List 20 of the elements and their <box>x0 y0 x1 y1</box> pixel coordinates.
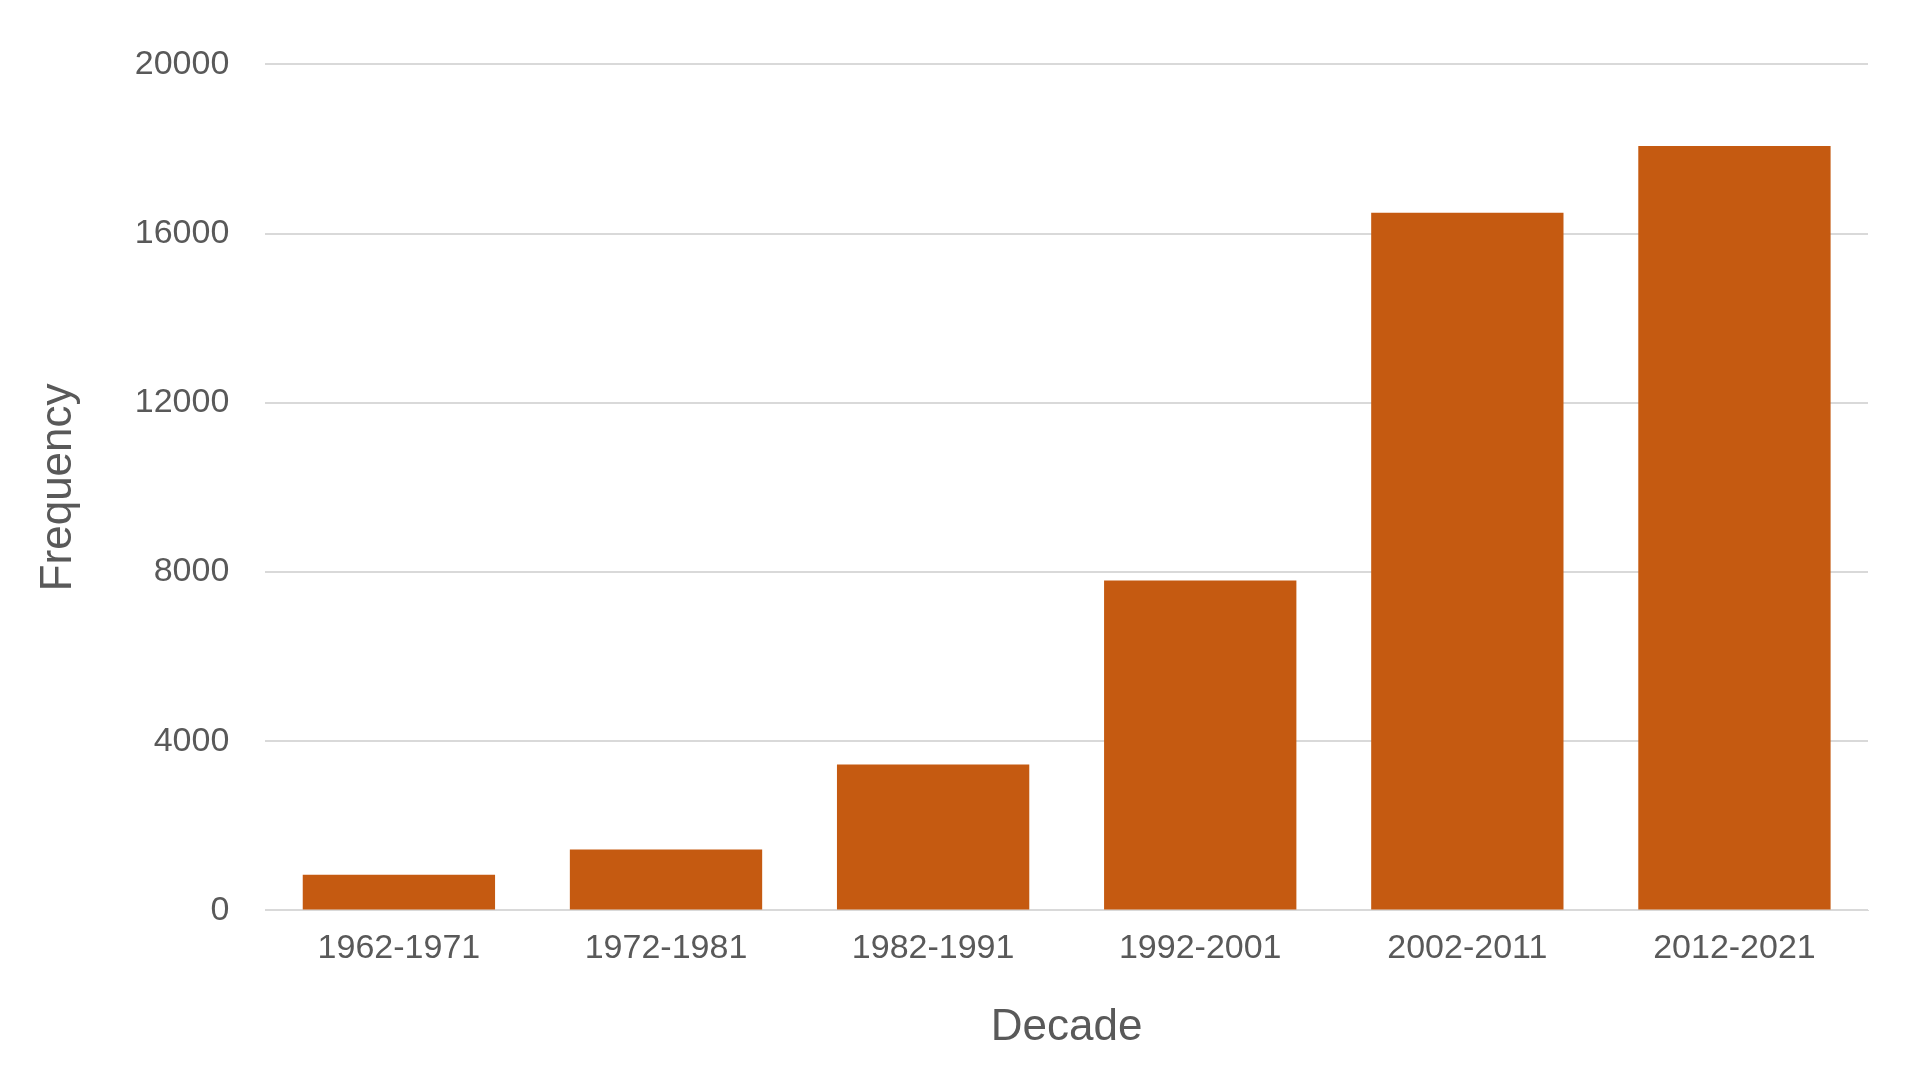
x-tick-label: 2002-2011 <box>1387 927 1548 966</box>
bar <box>1638 146 1831 910</box>
y-tick-label: 12000 <box>134 381 230 420</box>
y-tick-label: 8000 <box>153 550 230 589</box>
y-tick-label: 4000 <box>153 719 230 758</box>
x-axis-title: Decade <box>990 999 1143 1049</box>
x-tick-label: 2012-2021 <box>1653 927 1816 966</box>
bar <box>1104 580 1297 910</box>
y-tick-label: 20000 <box>134 42 230 81</box>
x-tick-label: 1962-1971 <box>317 927 481 966</box>
x-tick-label: 1992-2001 <box>1118 927 1282 966</box>
y-tick-label: 0 <box>210 888 230 927</box>
y-tick-label: 16000 <box>134 211 230 250</box>
bar <box>569 849 763 910</box>
bar <box>1371 212 1564 910</box>
x-tick-label: 1982-1991 <box>851 927 1015 966</box>
x-tick-label: 1972-1981 <box>584 927 748 966</box>
y-axis-title: Frequency <box>30 383 80 592</box>
bar <box>302 874 496 910</box>
bar <box>836 764 1030 910</box>
